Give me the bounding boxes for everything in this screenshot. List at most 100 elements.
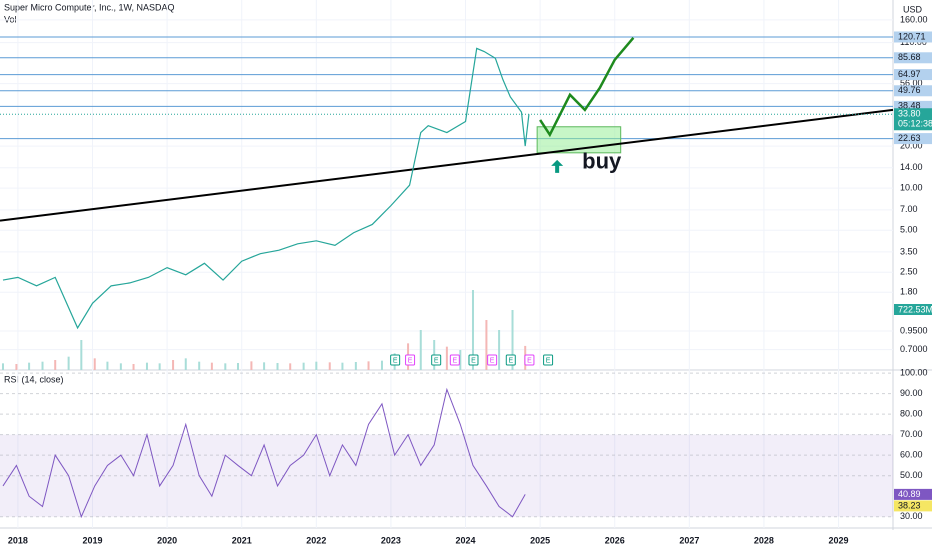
volume-bar	[498, 330, 501, 370]
volume-bar	[145, 362, 148, 370]
volume-bar	[341, 362, 344, 370]
volume-bar	[511, 310, 514, 370]
x-tick-label: 2028	[754, 535, 774, 545]
volume-bar	[263, 362, 266, 370]
event-label: E	[471, 357, 476, 364]
volume-bar	[419, 330, 422, 370]
volume-bar	[184, 358, 187, 370]
trend-line	[0, 108, 894, 222]
y-tick-label: 5.00	[900, 225, 918, 235]
x-tick-label: 2024	[456, 535, 476, 545]
x-tick-label: 2023	[381, 535, 401, 545]
event-badge	[487, 354, 498, 366]
countdown: 05:12:38	[898, 119, 932, 129]
rsi-tick-label: 30.00	[900, 511, 923, 521]
volume-label-box	[894, 304, 932, 315]
volume-bar	[315, 361, 318, 370]
volume-bar	[28, 362, 31, 370]
chart-title: Super Micro Computer, Inc., 1W, NASDAQ	[4, 2, 175, 12]
level-label: 49.76	[898, 85, 921, 95]
volume-bar	[289, 363, 292, 370]
x-tick-label: 2019	[82, 535, 102, 545]
y-tick-label: 7.00	[900, 204, 918, 214]
event-badge	[449, 354, 460, 366]
volume-bar	[172, 360, 175, 370]
volume-bar	[236, 363, 239, 370]
event-label: E	[393, 357, 398, 364]
x-tick-label: 2021	[232, 535, 252, 545]
y-tick-label: 3.50	[900, 246, 918, 256]
volume-label: 722.53M	[898, 304, 932, 314]
event-badge	[390, 354, 401, 366]
x-tick-label: 2029	[829, 535, 849, 545]
event-label: E	[527, 357, 532, 364]
y-tick-label: 10.00	[900, 183, 923, 193]
event-label: E	[408, 357, 413, 364]
last-price-box	[894, 108, 932, 131]
event-badge	[405, 354, 416, 366]
y-tick-label: 14.00	[900, 162, 923, 172]
volume-bar	[224, 363, 227, 370]
volume-bar	[93, 358, 96, 370]
event-label: E	[546, 357, 551, 364]
volume-bar	[1, 363, 4, 370]
rsi-value-label: 40.89	[898, 489, 921, 499]
volume-bar	[41, 361, 44, 370]
volume-bar	[119, 363, 122, 370]
event-label: E	[434, 357, 439, 364]
event-badge	[543, 354, 554, 366]
level-label-box	[894, 31, 932, 43]
volume-bar	[54, 360, 57, 370]
y-tick-label: 2.50	[900, 267, 918, 277]
buy-arrow	[551, 159, 564, 173]
volume-bar	[302, 362, 305, 370]
volume-bar	[106, 361, 109, 370]
volume-bar	[15, 364, 18, 370]
volume-bar	[367, 361, 370, 370]
forecast-path	[539, 37, 635, 138]
level-label-box	[894, 85, 932, 97]
level-label-box	[894, 100, 932, 112]
rsi-tick-label: 100.00	[900, 367, 928, 377]
rsi-tick-label: 90.00	[900, 388, 923, 398]
volume-bar	[328, 362, 331, 370]
x-tick-label: 2022	[306, 535, 326, 545]
last-price-label: 33.80	[898, 109, 921, 119]
currency: USD	[903, 4, 923, 14]
volume-bar	[210, 362, 213, 370]
volume-bar	[158, 363, 161, 370]
level-label: 64.97	[898, 69, 921, 79]
event-badge	[505, 354, 516, 366]
volume-bar	[276, 363, 279, 370]
volume-bar	[471, 290, 474, 370]
y-tick-label: 20.00	[900, 140, 923, 150]
volume-bar	[250, 361, 253, 370]
rsi-value-box	[894, 488, 932, 500]
volume-bar	[445, 346, 448, 370]
y-tick-label: 1.80	[900, 287, 918, 297]
volume-bar	[380, 360, 383, 370]
volume-bar	[67, 356, 70, 370]
volume-title: Vol	[4, 14, 17, 24]
rsi-title: RSI (14, close)	[4, 374, 64, 384]
event-badge	[431, 354, 442, 366]
rsi-tick-label: 60.00	[900, 450, 923, 460]
event-label: E	[490, 357, 495, 364]
volume-bar	[354, 362, 357, 370]
x-tick-label: 2027	[679, 535, 699, 545]
event-badge	[468, 354, 479, 366]
level-label-box	[894, 52, 932, 64]
volume-bar	[198, 361, 201, 370]
event-badge	[524, 354, 535, 366]
volume-bar	[80, 340, 83, 370]
rsi-tick-label: 70.00	[900, 429, 923, 439]
x-tick-label: 2018	[8, 535, 28, 545]
y-tick-label: 0.9500	[900, 325, 928, 335]
volume-bar	[132, 364, 135, 370]
volume-bar	[485, 320, 488, 370]
x-tick-label: 2020	[157, 535, 177, 545]
rsi-tick-label: 80.00	[900, 408, 923, 418]
x-tick-label: 2025	[530, 535, 550, 545]
y-tick-label: 0.7000	[900, 344, 928, 354]
